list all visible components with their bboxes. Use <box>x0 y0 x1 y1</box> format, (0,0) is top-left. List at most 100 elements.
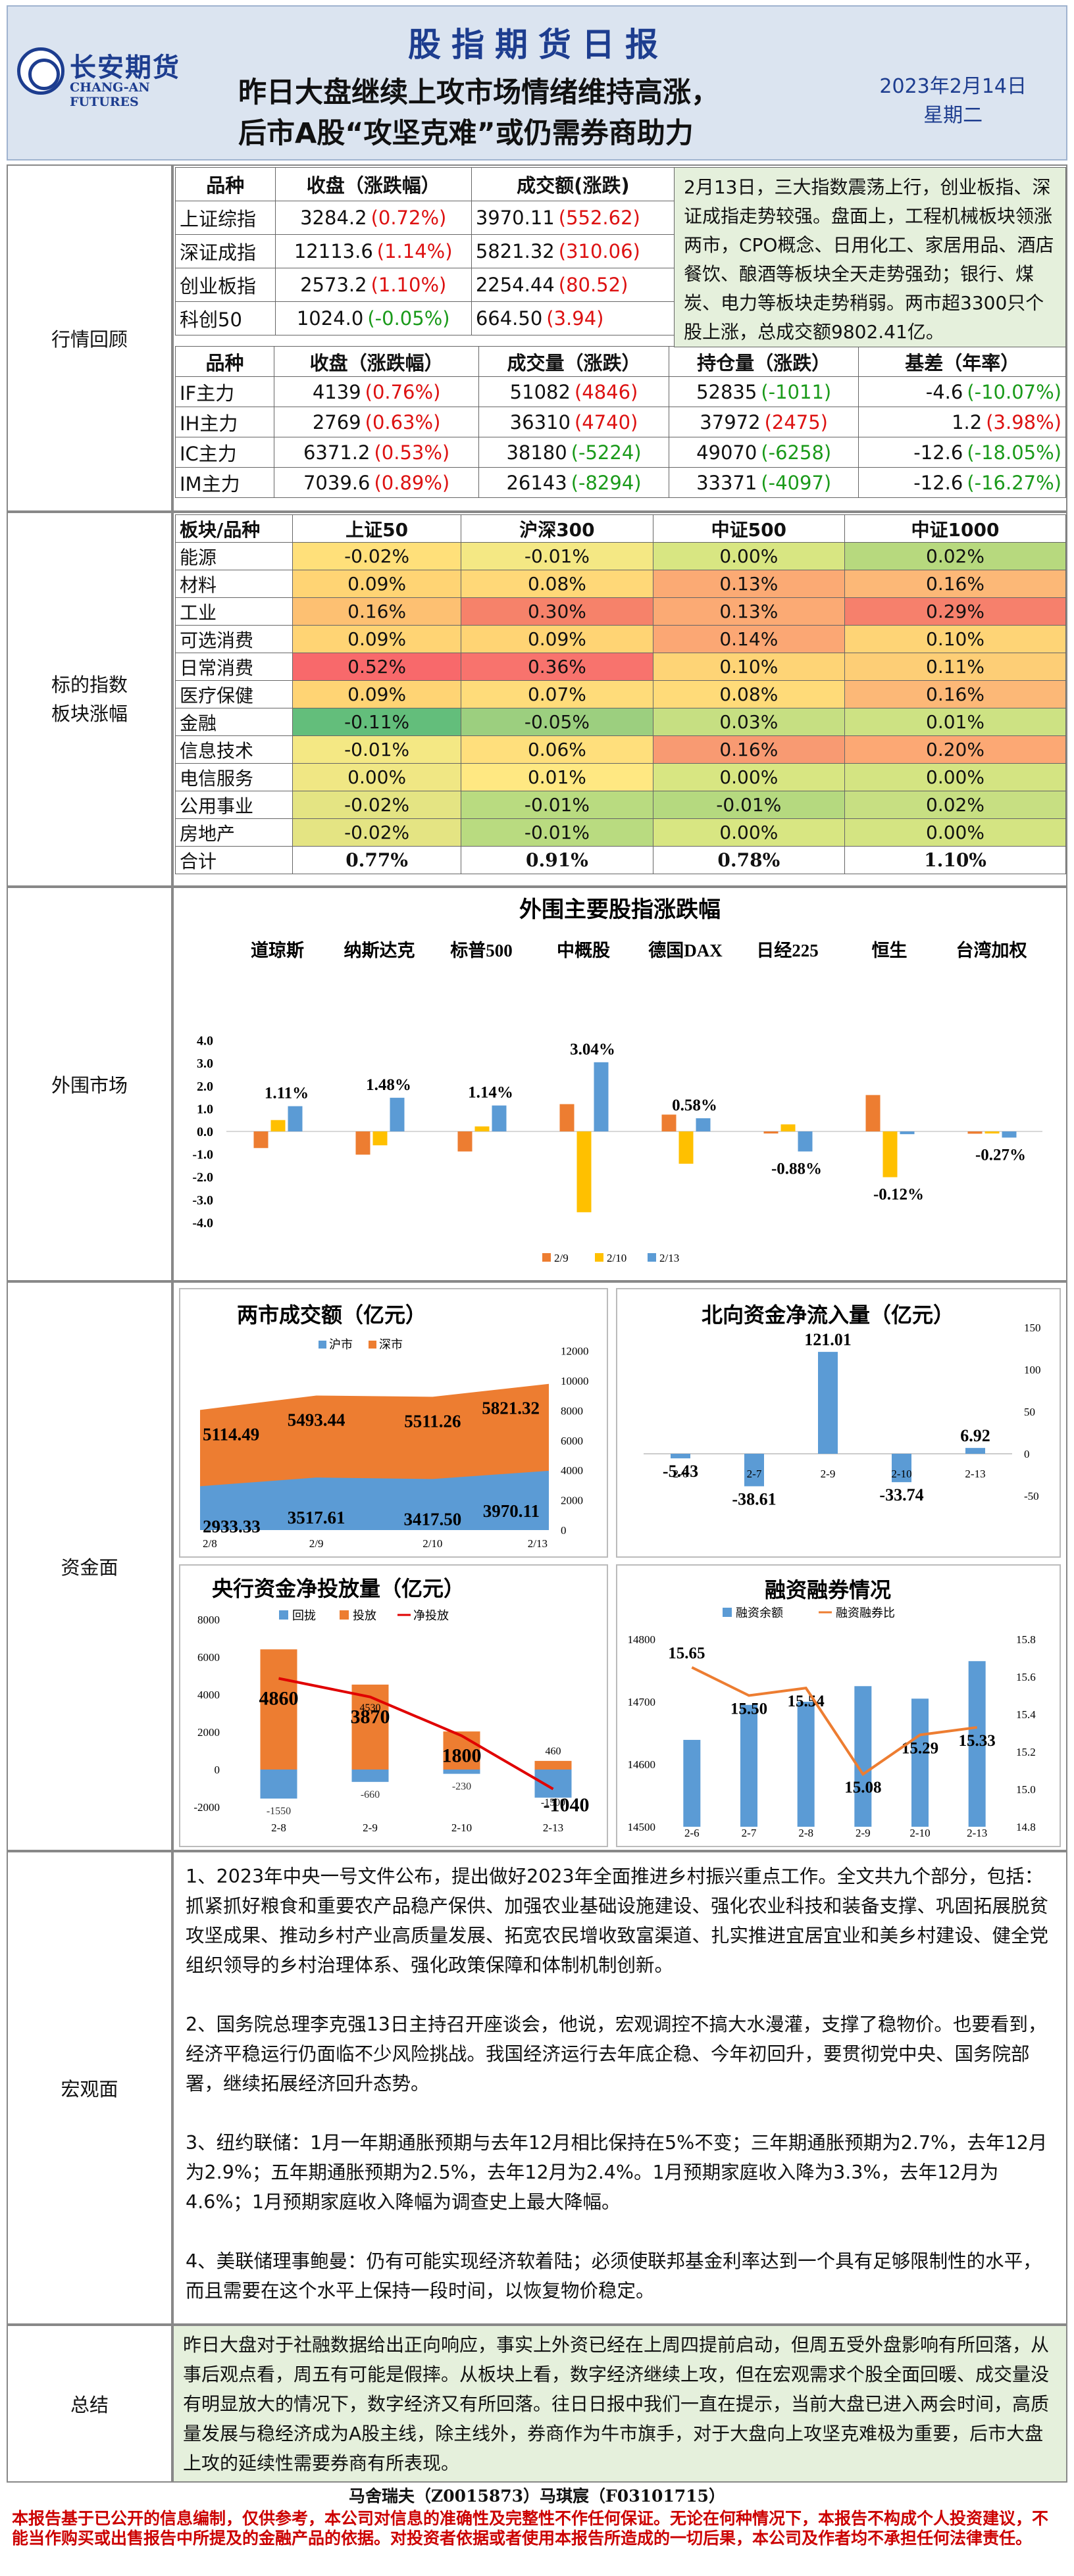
y-tick-label: 2000 <box>197 1726 220 1739</box>
authors: 马舍瑞夫（Z0015873）马琪宸（F03101715） <box>349 2487 725 2506</box>
index-name-text: 科创50 <box>180 309 242 331</box>
sector-name-text: 可选消费 <box>180 629 254 651</box>
change-pct: (0.63%) <box>365 410 441 433</box>
bar-2/9 <box>253 1131 268 1149</box>
label-withdraw: -230 <box>452 1781 471 1793</box>
legend-label: 投放 <box>353 1609 376 1622</box>
chart-title: 外围主要股指涨跌幅 <box>519 897 721 923</box>
table-row: IC主力 6371.2 (0.53%) 38180 (-5224) 49070 (-6258… <box>175 437 1066 468</box>
value-text: 0.29% <box>926 601 984 622</box>
bar-2/13 <box>390 1097 405 1131</box>
sector-name-text: 材料 <box>180 574 217 596</box>
legend-label: 深市 <box>379 1338 403 1351</box>
y-tick-label: 4000 <box>197 1689 220 1701</box>
disclaimer: 马舍瑞夫（Z0015873）马琪宸（F03101715） 本报告基于已公开的信息… <box>7 2484 1067 2572</box>
amount-change: (80.52) <box>558 274 628 296</box>
table-row: 创业板指 2573.2 (1.10%) 2254.44 (80.52) <box>175 268 676 302</box>
bar-withdraw <box>260 1770 297 1799</box>
column-header: 上证50 <box>292 514 462 543</box>
margin-panel: 融资融券情况 14800 14700 14600 14500 15.8 15.6 15.4 15… <box>616 1564 1061 1847</box>
close-value: 12113.6 <box>294 240 373 262</box>
northbound-panel: 北向资金净流入量（亿元） 150 100 50 0 -50 -5.43 2-6 -38.61 2-… <box>616 1288 1061 1558</box>
bar-2/13 <box>696 1118 711 1131</box>
y-tick-label: 4000 <box>561 1464 583 1477</box>
y-left-tick: 14700 <box>628 1696 656 1708</box>
header-text: 品种 <box>205 351 244 374</box>
index-name-text: 上证综指 <box>180 208 257 230</box>
label-net: 4860 <box>259 1687 299 1709</box>
value-text: 0.10% <box>719 656 779 678</box>
oi-change: (-4097) <box>761 471 832 494</box>
value-text: -0.01% <box>524 545 590 567</box>
column-header: 板块/品种 <box>175 514 293 543</box>
value-text: 0.16% <box>719 739 779 760</box>
close-value: 2573.2 <box>300 274 367 296</box>
sector-value: -0.01% <box>292 735 462 764</box>
doc-title: 股指期货日报 <box>408 26 669 64</box>
sector-value: 0.10% <box>844 625 1066 653</box>
sector-name: 日常消费 <box>175 653 293 681</box>
oi-value: 52835 <box>696 380 757 403</box>
close-value: 6371.2 <box>303 441 371 464</box>
column-header: 成交额(涨跌) <box>471 167 676 201</box>
y-tick-label: 4.0 <box>197 1034 213 1049</box>
data-label-sh: 2933.33 <box>203 1516 261 1536</box>
data-label: 15.08 <box>844 1779 881 1796</box>
data-label: -33.74 <box>879 1485 923 1504</box>
futures-table: 品种 收盘（涨跌幅） 成交量（涨跌） 持仓量（涨跌） 基差（年率） IF主力 4139 (0.… <box>175 346 1066 498</box>
sector-name-text: 金融 <box>180 712 217 734</box>
value-text: -0.05% <box>524 711 590 733</box>
chart-title: 两市成交额（亿元） <box>237 1302 426 1327</box>
value-text: 0.00% <box>719 822 779 843</box>
legend-label: 2/9 <box>554 1252 569 1264</box>
close-value: 2769 <box>312 410 361 433</box>
sector-value: 0.30% <box>461 597 653 626</box>
data-label: 15.65 <box>668 1645 705 1662</box>
basis-rate: (-18.05%) <box>967 441 1061 464</box>
report-header: 长安期货 CHANG-AN FUTURES 股指期货日报 昨日大盘继续上攻市场情… <box>7 5 1067 161</box>
bar-northbound <box>965 1448 985 1454</box>
sector-name: 信息技术 <box>175 735 293 764</box>
basis-rate: (3.98%) <box>986 410 1061 433</box>
sector-value: 0.11% <box>844 653 1066 681</box>
column-header: 品种 <box>175 346 274 377</box>
legend-swatch <box>279 1610 288 1620</box>
change-pct: (0.89%) <box>374 471 450 494</box>
x-tick-label: 2/8 <box>203 1537 217 1550</box>
y-right-tick: 15.0 <box>1016 1783 1036 1796</box>
section-label-sector: 标的指数 板块涨幅 <box>7 512 172 887</box>
sector-name-text: 公用事业 <box>180 795 254 817</box>
header-text: 上证50 <box>345 518 409 541</box>
bar-2/10 <box>678 1131 694 1164</box>
basis-value: -12.6 <box>913 441 963 464</box>
sector-value: 0.13% <box>652 570 846 598</box>
data-label: 15.29 <box>902 1739 938 1757</box>
header-text: 基差（年率） <box>905 351 1020 374</box>
y-tick-label: 0 <box>1024 1448 1030 1460</box>
sector-value: 0.01% <box>461 763 653 791</box>
index-amount: 664.50 (3.94) <box>471 301 676 335</box>
table-row: 上证综指 3284.2 (0.72%) 3970.11 (552.62) <box>175 201 676 235</box>
basis-rate: (-16.27%) <box>967 471 1061 494</box>
change-pct: (0.72%) <box>371 207 447 229</box>
x-tick-label: 2/10 <box>422 1537 442 1550</box>
bar-northbound <box>892 1454 911 1483</box>
sector-table: 板块/品种 上证50 沪深300 中证500 中证1000 能源 -0.02% -0.01% 0… <box>175 514 1066 874</box>
value-text: 1.10% <box>924 849 986 871</box>
table-header-row: 板块/品种 上证50 沪深300 中证500 中证1000 <box>175 514 1066 543</box>
sector-value: 0.00% <box>652 763 846 791</box>
sector-value: 0.01% <box>844 708 1066 736</box>
value-text: 0.09% <box>527 628 586 650</box>
x-tick-label: 2-7 <box>747 1468 762 1480</box>
bar-margin-balance <box>968 1661 986 1827</box>
chart-title: 央行资金净投放量（亿元） <box>212 1576 465 1601</box>
sector-value: -0.11% <box>292 708 462 736</box>
turnover-panel: 两市成交额（亿元） 12000 10000 8000 6000 4000 2000 0 2/8 2… <box>179 1288 608 1558</box>
index-name: 深证成指 <box>175 234 276 268</box>
bar-2/9 <box>559 1104 575 1131</box>
label-net: 3870 <box>351 1706 390 1728</box>
sector-value: -0.01% <box>461 542 653 570</box>
contract-close: 4139 (0.76%) <box>273 376 480 407</box>
legend-label: 融资融券比 <box>836 1606 895 1620</box>
macro-item-3: 3、纽约联储：1月一年期通胀预期与去年12月相比保持在5%不变；三年期通胀预期为… <box>186 2132 1048 2213</box>
